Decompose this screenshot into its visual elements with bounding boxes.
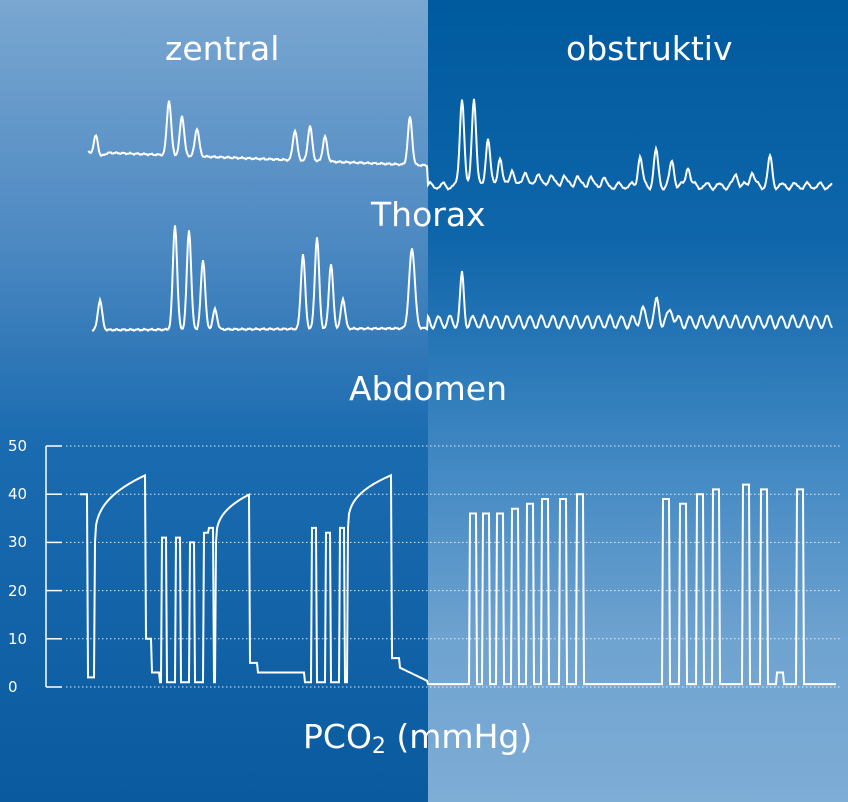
pco2-label-sub: 2 (371, 734, 386, 759)
pco2-label-main: PCO (303, 717, 372, 756)
y-tick-label: 40 (8, 485, 28, 503)
central-label: zentral (165, 29, 280, 68)
obstructive-label: obstruktiv (566, 29, 733, 68)
y-tick-label: 50 (8, 437, 28, 455)
thorax-trace (87, 98, 833, 192)
abdomen-trace (91, 225, 833, 333)
y-tick-label: 10 (8, 630, 28, 648)
pco2-y-axis (45, 445, 62, 688)
obstructive-apnea-panel (428, 0, 848, 802)
abdomen-label: Abdomen (349, 369, 508, 408)
pco2-trace (80, 473, 836, 686)
pco2-axis-label: PCO2 (mmHg) (303, 720, 532, 758)
y-tick-label: 20 (8, 582, 28, 600)
pco2-gridlines (66, 445, 840, 688)
y-tick-label: 0 (8, 678, 18, 696)
thorax-label: Thorax (371, 195, 486, 234)
pco2-label-unit: (mmHg) (385, 717, 533, 756)
y-tick-label: 30 (8, 533, 28, 551)
